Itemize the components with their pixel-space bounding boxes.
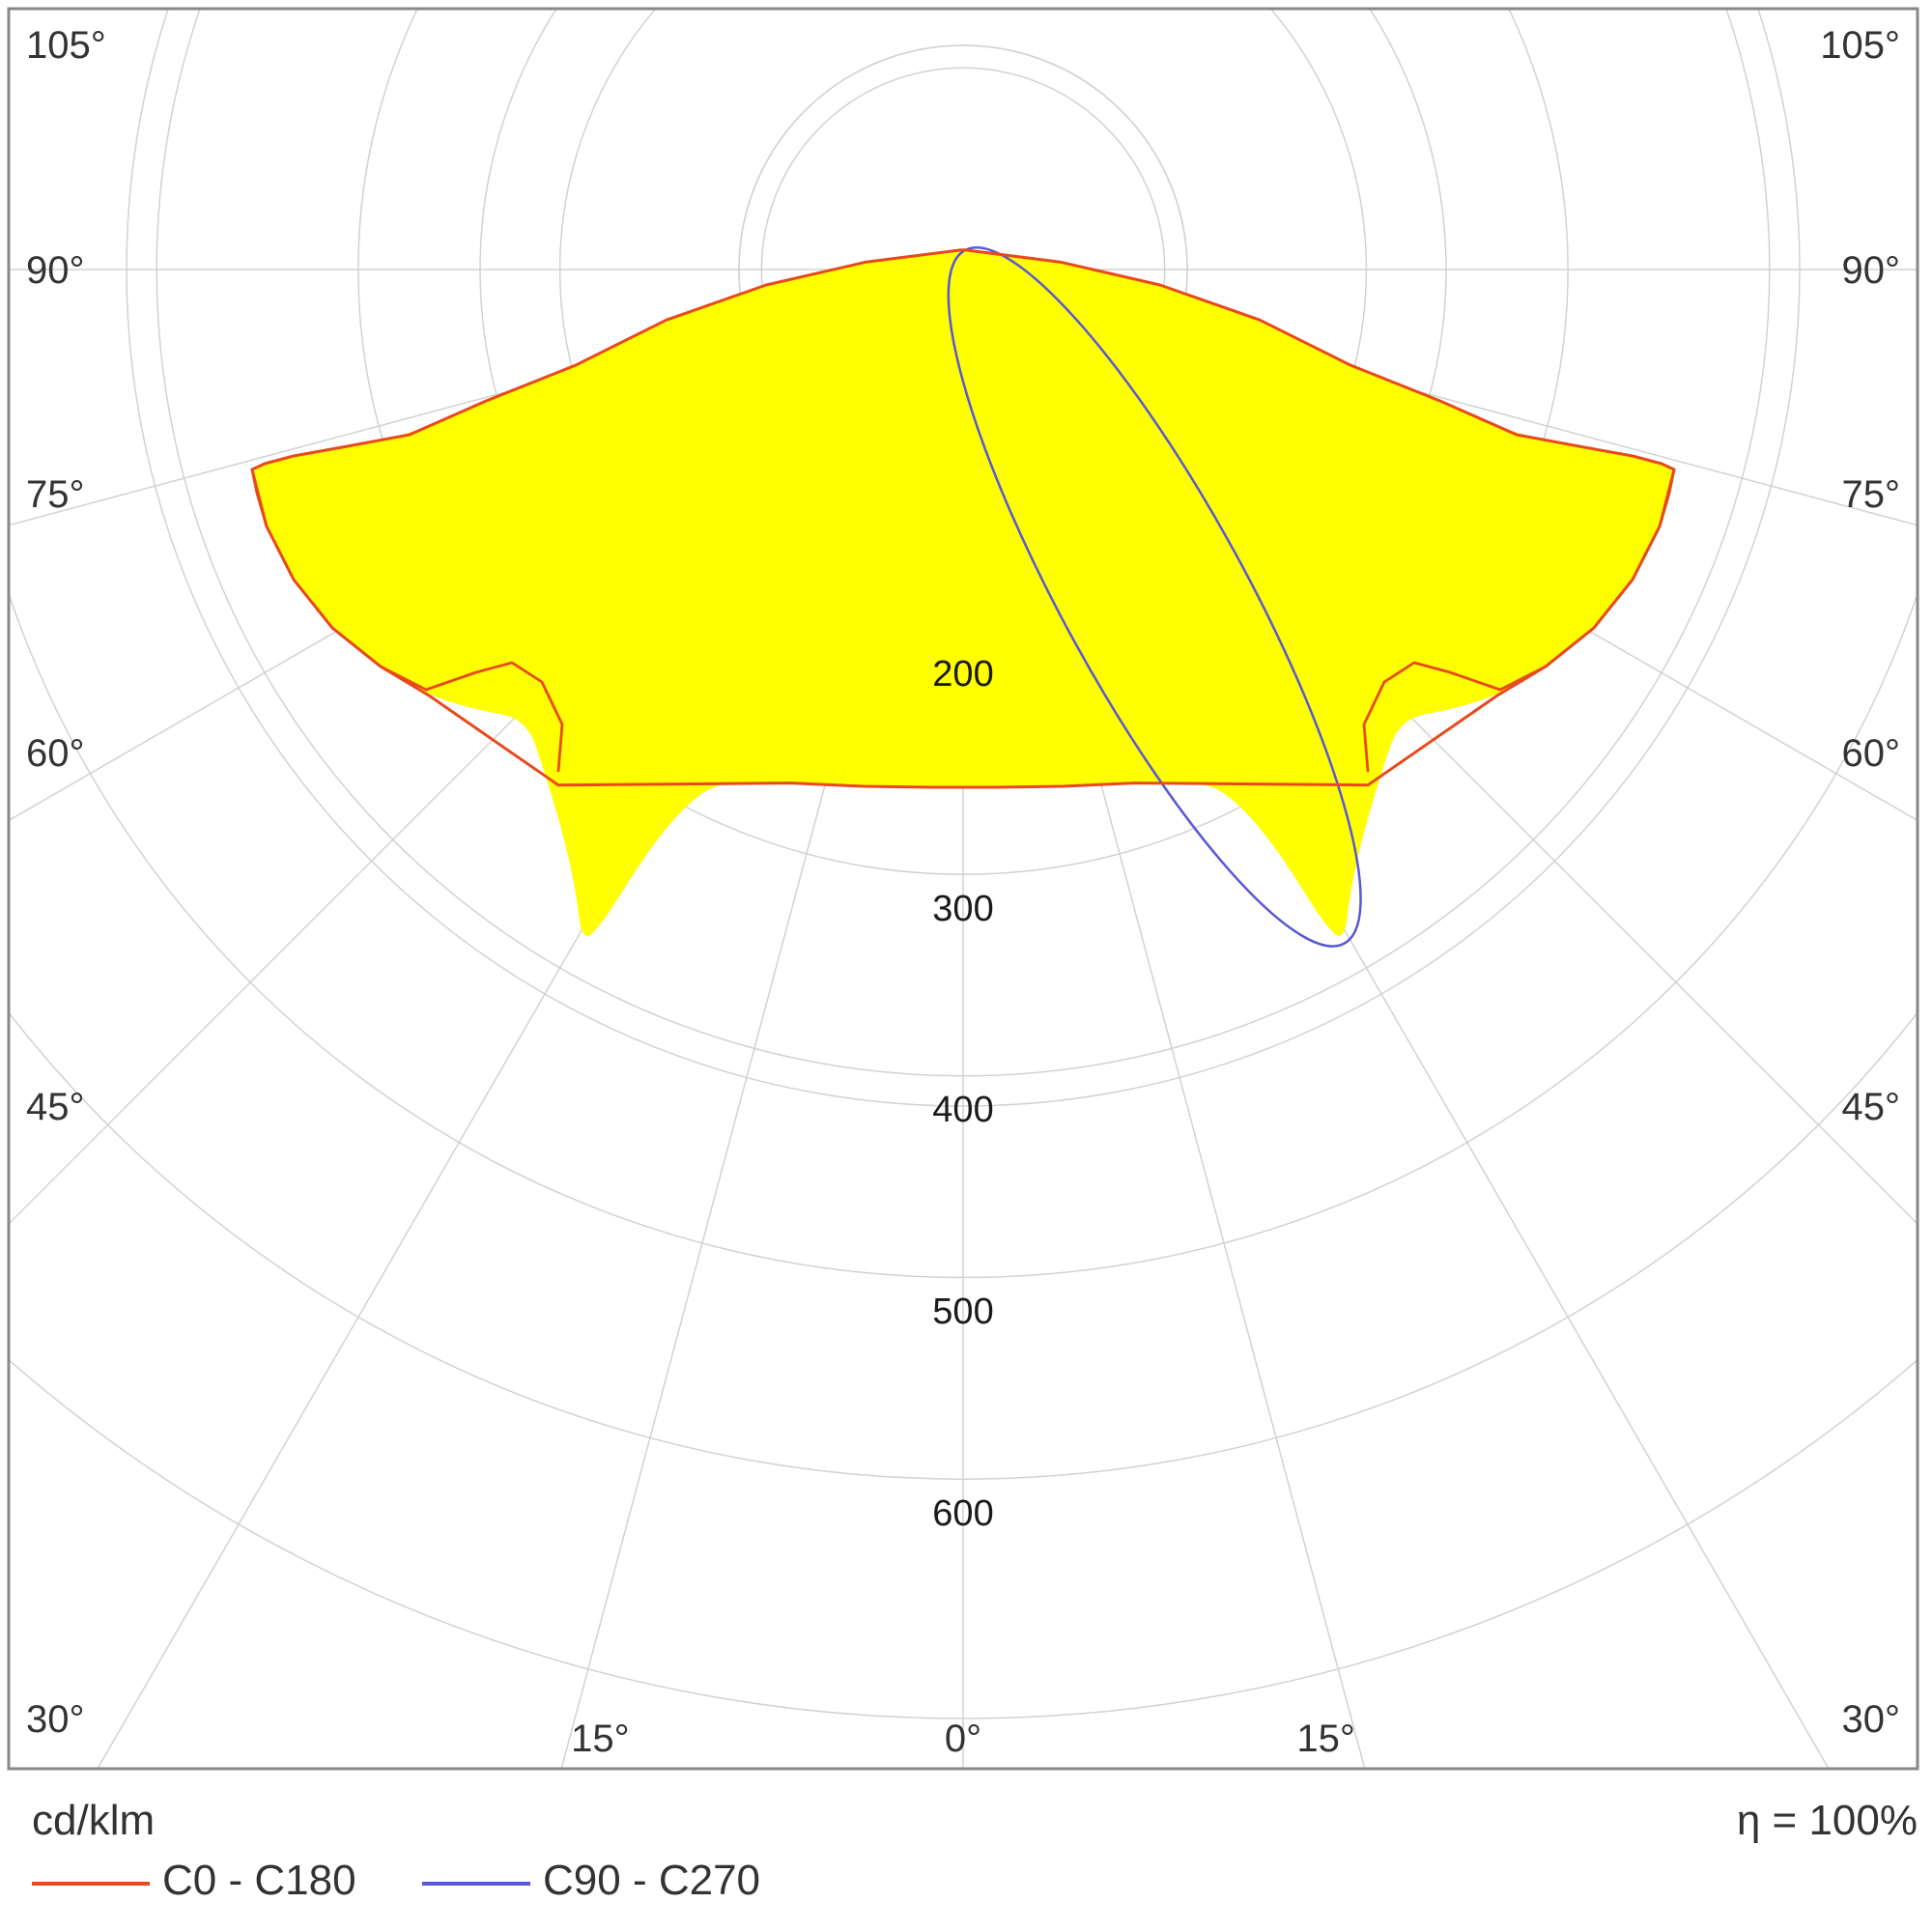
svg-text:75°: 75° [1842,473,1901,516]
svg-text:15°: 15° [571,1718,630,1760]
svg-text:45°: 45° [1842,1086,1901,1128]
svg-text:45°: 45° [26,1086,85,1128]
svg-text:cd/klm: cd/klm [32,1797,155,1844]
svg-text:30°: 30° [1842,1698,1901,1741]
svg-text:15°: 15° [1296,1718,1355,1760]
svg-text:105°: 105° [26,24,106,67]
svg-text:200: 200 [932,654,993,695]
svg-text:C90 - C270: C90 - C270 [543,1857,760,1904]
svg-text:60°: 60° [26,732,85,775]
svg-text:C0 - C180: C0 - C180 [162,1857,356,1904]
svg-text:600: 600 [932,1493,993,1534]
svg-text:η = 100%: η = 100% [1737,1797,1918,1844]
svg-text:105°: 105° [1820,24,1900,67]
svg-text:400: 400 [932,1090,993,1130]
svg-text:500: 500 [932,1292,993,1332]
svg-text:300: 300 [932,889,993,929]
svg-text:0°: 0° [945,1718,981,1760]
svg-text:30°: 30° [26,1698,85,1741]
svg-text:60°: 60° [1842,732,1901,775]
svg-text:75°: 75° [26,473,85,516]
svg-text:90°: 90° [26,249,85,292]
svg-text:90°: 90° [1842,249,1901,292]
